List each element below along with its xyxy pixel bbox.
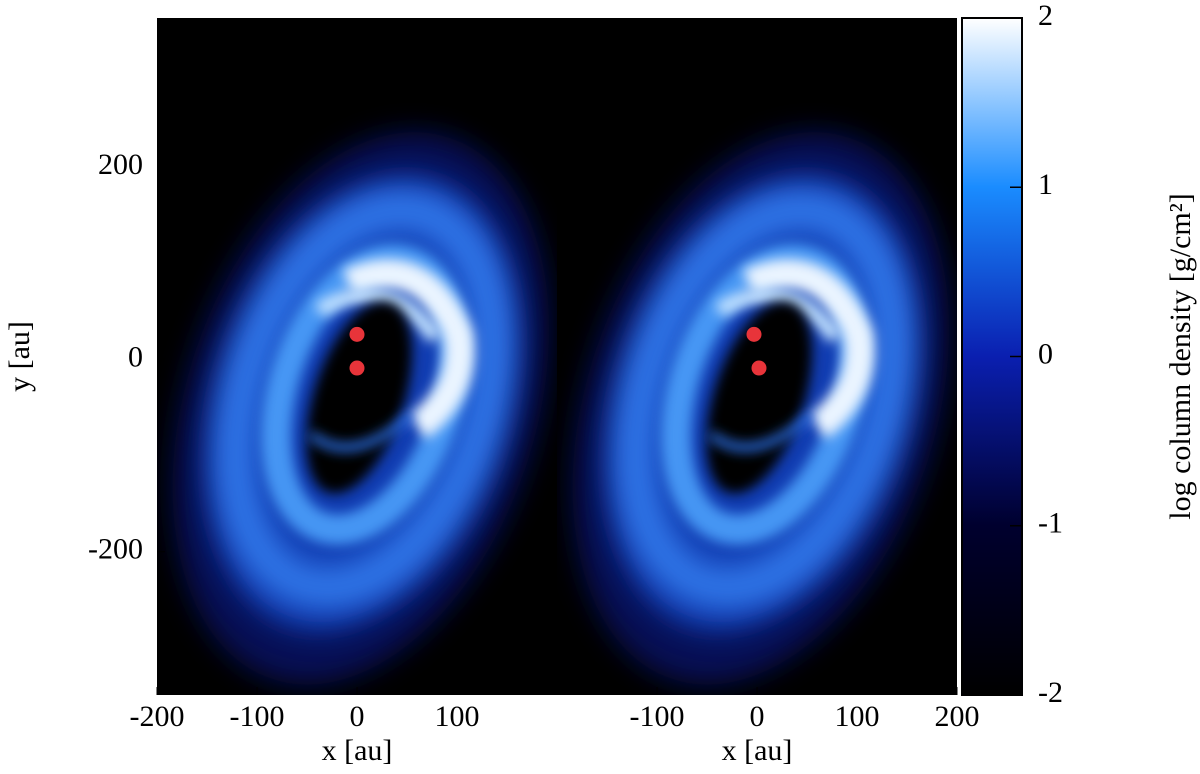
colorbar-label: log column density [g/cm²] bbox=[1164, 193, 1197, 519]
colorbar-tick-label: -2 bbox=[1038, 676, 1063, 709]
x-tick-label: 0 bbox=[350, 700, 365, 733]
x-tick-label: 100 bbox=[435, 700, 480, 733]
x-tick-label: -100 bbox=[230, 700, 285, 733]
colorbar-tick-label: 0 bbox=[1038, 337, 1053, 370]
disc-image bbox=[172, 132, 550, 685]
x-axis-label: x [au] bbox=[722, 734, 793, 767]
panel bbox=[572, 132, 950, 685]
colorbar-tick-label: -1 bbox=[1038, 507, 1063, 540]
x-tick-label: -100 bbox=[630, 700, 685, 733]
sink-particle bbox=[746, 326, 762, 342]
sink-particle bbox=[349, 360, 365, 376]
disc-image bbox=[572, 132, 950, 685]
x-tick-label: 200 bbox=[935, 700, 980, 733]
sink-particle bbox=[349, 326, 365, 342]
x-tick-label: 0 bbox=[750, 700, 765, 733]
y-tick-label: 200 bbox=[98, 148, 143, 181]
x-axis-label: x [au] bbox=[322, 734, 393, 767]
panel bbox=[172, 132, 550, 685]
colorbar-tick-label: 1 bbox=[1038, 168, 1053, 201]
y-tick-label: 0 bbox=[128, 340, 143, 373]
x-tick-label: -200 bbox=[130, 700, 185, 733]
sink-particle bbox=[751, 360, 767, 376]
x-tick-label: 100 bbox=[835, 700, 880, 733]
y-tick-label: -200 bbox=[88, 533, 143, 566]
y-axis-label: y [au] bbox=[3, 321, 36, 392]
colorbar-tick-label: 2 bbox=[1038, 0, 1053, 32]
